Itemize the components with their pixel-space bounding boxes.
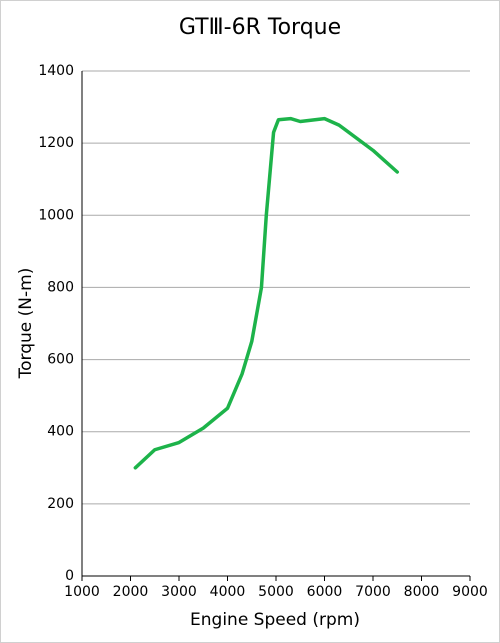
x-tick-label: 8000 (404, 584, 440, 600)
y-tick-label: 1400 (38, 63, 74, 79)
x-tick-label: 1000 (64, 584, 100, 600)
y-axis-label: Torque (N-m) (16, 268, 36, 380)
x-tick-label: 2000 (113, 584, 149, 600)
y-tick-label: 1000 (38, 207, 74, 223)
y-tick-label: 1200 (38, 135, 74, 151)
x-tick-label: 5000 (258, 584, 294, 600)
y-tick-label: 800 (47, 279, 74, 295)
x-tick-label: 9000 (452, 584, 488, 600)
x-tick-label: 3000 (161, 584, 197, 600)
y-tick-label: 600 (47, 352, 74, 368)
x-tick-label: 7000 (355, 584, 391, 600)
y-tick-label: 200 (47, 496, 74, 512)
x-tick-label: 4000 (210, 584, 246, 600)
y-tick-label: 400 (47, 424, 74, 440)
torque-line (133, 116, 399, 470)
y-tick-label: 0 (65, 568, 74, 584)
x-axis-label: Engine Speed (rpm) (190, 610, 360, 630)
x-tick-label: 6000 (307, 584, 343, 600)
chart-title: GTⅢ-6R Torque (179, 15, 341, 40)
